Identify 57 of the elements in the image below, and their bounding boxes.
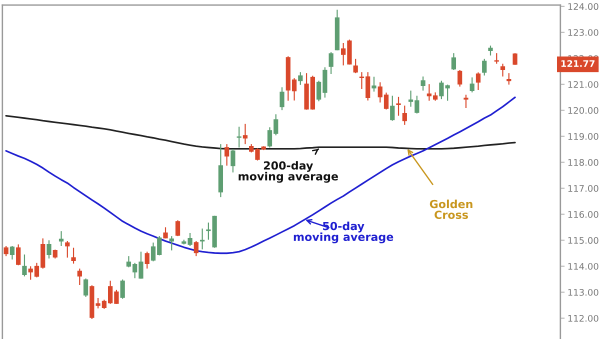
- y-tick-label: 124.00: [568, 3, 598, 10]
- candlestick: [390, 95, 395, 122]
- candlestick: [163, 226, 168, 239]
- candlestick: [10, 245, 15, 260]
- candlestick: [224, 144, 230, 166]
- candlestick: [464, 94, 468, 109]
- candlestick: [22, 254, 27, 277]
- text: 121.77: [561, 60, 595, 67]
- candlestick: [402, 105, 407, 126]
- candlestick: [372, 76, 376, 92]
- annotation: 200-day moving average: [238, 161, 338, 183]
- candlestick: [71, 247, 76, 264]
- y-tick-label: 118.00: [568, 159, 598, 166]
- candlestick: [506, 72, 512, 86]
- candlestick: [194, 240, 198, 257]
- y-tick-label: 112.00: [568, 314, 598, 322]
- candlestick: [396, 96, 401, 116]
- candlestick: [4, 245, 8, 257]
- candlestick: [280, 86, 284, 111]
- y-tick-label: 119.00: [568, 133, 598, 140]
- candlestick: [200, 228, 205, 250]
- candlestick: [46, 240, 52, 259]
- y-tick-label: 121.00: [568, 81, 598, 88]
- candlestick: [230, 148, 236, 173]
- candlestick: [16, 244, 21, 266]
- annotation: Golden Cross: [430, 200, 472, 219]
- candlestick: [77, 268, 82, 286]
- y-tick-label: 114.00: [568, 262, 598, 270]
- candlestick: [58, 230, 64, 247]
- y-tick-label: 116.00: [568, 211, 598, 218]
- candlestick: [458, 69, 462, 88]
- candlestick: [175, 220, 180, 237]
- candlestick: [353, 58, 358, 74]
- y-tick-label: 120.00: [568, 107, 598, 114]
- candlestick: [242, 123, 248, 145]
- y-tick-label: 115.00: [568, 236, 598, 244]
- candlestick: [169, 236, 174, 251]
- candlestick: [500, 63, 506, 78]
- candlestick: [451, 52, 456, 71]
- candlestick: [298, 72, 303, 86]
- candlestick: [488, 45, 493, 56]
- candlestick: [470, 76, 474, 93]
- candlestick: [476, 72, 481, 91]
- candlestick: [120, 278, 125, 300]
- candlestick: [482, 58, 487, 76]
- candlestick: [83, 278, 88, 298]
- candlestick: [420, 76, 426, 92]
- y-tick-label: 117.00: [568, 185, 598, 192]
- candlestick: [236, 126, 242, 148]
- line-series: [5, 96, 516, 254]
- candlestick: [144, 251, 150, 270]
- y-tick-label: 123.00: [568, 29, 598, 36]
- candlestick: [328, 52, 334, 74]
- y-tick-label: 113.00: [568, 288, 598, 296]
- candlestick: [65, 240, 70, 258]
- annotation: 50-day moving average: [294, 222, 394, 244]
- candlestick: [512, 52, 518, 66]
